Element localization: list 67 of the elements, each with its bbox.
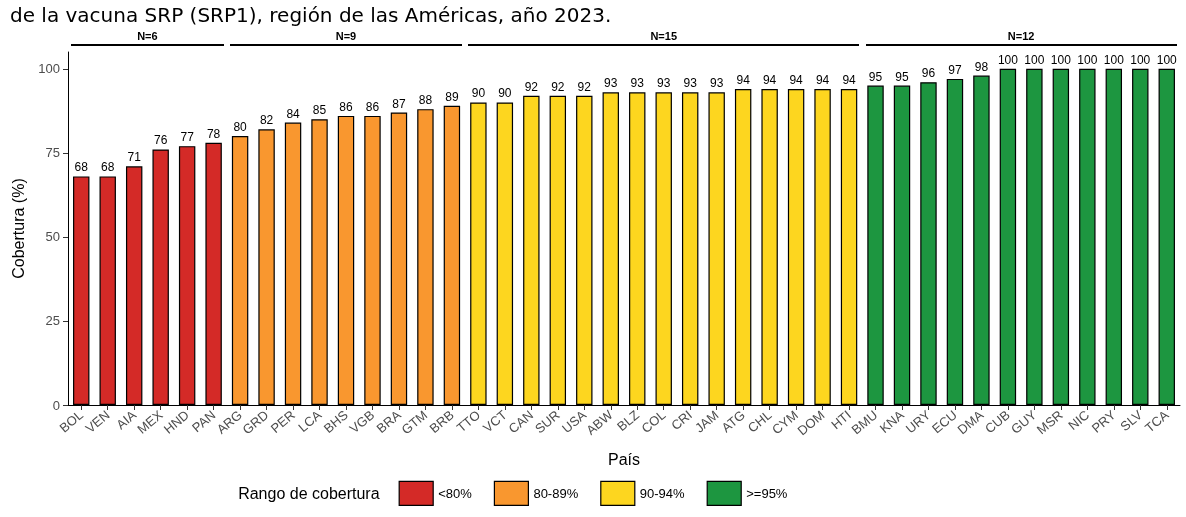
- data-label: 100: [1077, 52, 1098, 67]
- data-label: 100: [1024, 52, 1045, 67]
- y-tick-label: 25: [45, 313, 60, 329]
- legend-label: <80%: [438, 485, 473, 501]
- y-tick-label: 0: [52, 397, 60, 413]
- legend-title: Rango de cobertura: [238, 484, 380, 502]
- x-tick-label: PER: [267, 407, 298, 436]
- y-tick-label: 50: [45, 229, 60, 245]
- data-label: 78: [206, 126, 221, 141]
- data-label: 86: [339, 99, 353, 114]
- bracket: N=9: [230, 30, 462, 46]
- data-label: 95: [868, 69, 883, 84]
- data-label: 92: [551, 79, 565, 94]
- data-label: 90: [498, 86, 512, 101]
- data-label: 87: [392, 96, 406, 111]
- data-label: 95: [895, 69, 909, 84]
- x-tick-label: CRI: [668, 407, 696, 434]
- data-label: 94: [815, 72, 830, 87]
- y-axis-title: Cobertura (%): [9, 178, 27, 279]
- data-label: 94: [762, 72, 777, 87]
- x-tick-label: PAN: [189, 407, 219, 436]
- data-label: 94: [736, 72, 751, 87]
- x-tick-label: ATG: [718, 407, 748, 436]
- data-label: 100: [1156, 52, 1178, 67]
- data-label: 100: [1103, 52, 1125, 67]
- data-label: 94: [789, 72, 804, 87]
- y-tick-label: 100: [38, 61, 60, 77]
- data-label: 92: [524, 79, 539, 94]
- data-label: 93: [604, 76, 618, 91]
- legend-label: >=95%: [746, 485, 788, 501]
- data-label: 93: [709, 76, 724, 91]
- data-label: 92: [577, 79, 592, 94]
- data-label: 77: [180, 130, 195, 145]
- data-label: 97: [948, 62, 962, 77]
- legend-label: 80-89%: [533, 485, 579, 501]
- data-label: 93: [683, 76, 698, 91]
- bracket: N=6: [71, 30, 224, 46]
- data-label: 96: [921, 66, 936, 81]
- data-label: 82: [259, 113, 274, 128]
- data-label: 80: [233, 120, 248, 135]
- x-tick-label: BLZ: [614, 407, 643, 435]
- data-label: 94: [842, 72, 857, 87]
- data-label: 90: [471, 86, 486, 101]
- x-axis-title: País: [607, 450, 641, 468]
- x-tick-label: NIC: [1065, 407, 1093, 434]
- x-tick-label: LCA: [295, 407, 325, 436]
- data-label: 89: [445, 89, 459, 104]
- bracket: N=12: [865, 30, 1177, 46]
- data-label: 84: [286, 106, 301, 121]
- data-label: 76: [153, 133, 168, 148]
- data-label: 93: [657, 76, 671, 91]
- data-label: 100: [1050, 52, 1072, 67]
- data-label: 93: [630, 76, 645, 91]
- data-label: 68: [101, 160, 115, 175]
- y-tick-label: 75: [45, 145, 60, 161]
- data-label: 100: [1130, 52, 1151, 67]
- chart-title: de la vacuna SRP (SRP1), región de las Américas, año 2023.: [10, 3, 612, 27]
- legend-label: 90-94%: [639, 485, 686, 501]
- x-tick-label: TCA: [1142, 407, 1172, 436]
- data-label: 100: [997, 52, 1019, 67]
- data-label: 88: [418, 93, 433, 108]
- data-label: 86: [365, 99, 380, 114]
- data-label: 98: [974, 59, 989, 74]
- data-label: 68: [74, 160, 89, 175]
- data-label: 71: [127, 150, 142, 165]
- bracket: N=15: [468, 30, 860, 46]
- data-label: 85: [312, 103, 327, 118]
